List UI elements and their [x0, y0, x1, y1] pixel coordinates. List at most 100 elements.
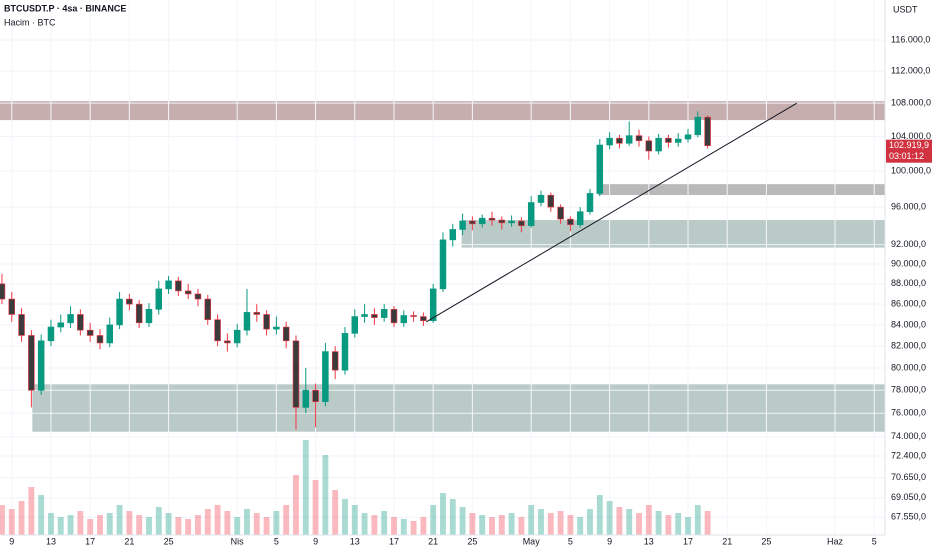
candle-body [165, 280, 172, 290]
volume-bar [498, 515, 505, 535]
x-tick-label: 5 [872, 536, 877, 546]
x-tick-label: 9 [9, 536, 14, 546]
volume-bar [87, 519, 94, 535]
candle-body [292, 340, 300, 408]
volume-bar [312, 480, 319, 535]
zone [0, 101, 885, 121]
volume-bar [322, 455, 329, 535]
volume-bar [116, 505, 123, 535]
volume-bar [371, 515, 378, 535]
volume-bar [410, 521, 417, 535]
candle-body [126, 298, 133, 305]
candles [0, 111, 711, 430]
volume-bar [567, 515, 574, 535]
y-tick-label: 116.000,0 [891, 35, 930, 45]
volume-bar [420, 517, 427, 535]
volume-bar [146, 517, 152, 535]
volume-bar [577, 517, 584, 535]
candle-body [684, 134, 692, 140]
candle-body [37, 340, 45, 391]
candle-body [655, 137, 662, 152]
last-price-label: 102.919,9 [889, 140, 929, 150]
volume-bar [77, 511, 84, 535]
volume-bar [547, 513, 554, 535]
volume-bar [28, 487, 35, 535]
candle-body [253, 312, 261, 315]
candle-body [527, 202, 535, 226]
candle-body [694, 116, 702, 136]
candle-body [596, 144, 604, 194]
y-tick-label: 100.000,0 [891, 165, 931, 175]
candle-body [243, 312, 251, 331]
x-tick-label: 13 [350, 536, 360, 546]
zone [32, 384, 886, 432]
volume-bar [528, 505, 535, 535]
volume-bar [136, 515, 143, 535]
volume-bar [645, 505, 652, 535]
y-tick-label: 82.000,0 [891, 341, 926, 351]
zone [461, 220, 885, 248]
candle-body [459, 220, 466, 230]
candle-body [635, 135, 643, 142]
volume-bar [8, 509, 15, 535]
volume-bar [518, 517, 525, 535]
volume-bar [665, 515, 672, 535]
volume-bar [489, 517, 495, 535]
candle-body [400, 315, 408, 324]
volume-bar [400, 519, 407, 535]
x-tick-label: 9 [313, 536, 318, 546]
candle-body [282, 326, 290, 342]
volume-bar [0, 505, 5, 535]
y-tick-label: 96.000,0 [891, 201, 926, 211]
candle-body [86, 329, 94, 336]
candle-body [77, 314, 84, 331]
y-tick-label: 112.000,0 [891, 65, 930, 75]
candle-body [586, 193, 594, 213]
x-tick-label: 13 [46, 536, 56, 546]
grid [0, 39, 885, 518]
x-tick-label: 17 [85, 536, 95, 546]
volume-bar [557, 511, 564, 535]
volume-bar [675, 513, 682, 535]
volume-bar [596, 495, 603, 535]
chart-title: BTCUSDT.P · 4sa · BINANCE [4, 3, 126, 13]
candle-body [508, 220, 515, 224]
volume-bar [361, 513, 368, 535]
volume-bar [293, 475, 299, 535]
candle-body [469, 220, 476, 225]
overlay [426, 102, 798, 323]
candle-body [8, 298, 16, 315]
candle-body [67, 314, 74, 324]
candle-body [410, 315, 417, 317]
candle-body [224, 340, 231, 344]
volume-bar [214, 505, 221, 535]
volume-bar [253, 513, 260, 535]
y-tick-label: 69.050,0 [891, 492, 926, 502]
volume-bar [273, 511, 280, 535]
volume-bar [126, 511, 133, 535]
volume-bar [636, 513, 642, 535]
volume-bar [165, 513, 172, 535]
candle-body [380, 308, 388, 318]
candle-body [518, 220, 525, 226]
volume-bar [302, 440, 309, 535]
x-tick-label: Haz [827, 536, 844, 546]
candle-body [204, 298, 212, 320]
volume-bar [234, 517, 241, 535]
candle-body [116, 298, 123, 326]
volume-bar [685, 517, 691, 535]
candle-body [322, 351, 329, 402]
candle-body [478, 217, 486, 225]
candle-body [606, 137, 613, 146]
candle-body [263, 314, 270, 330]
x-tick-label: 25 [164, 536, 174, 546]
trendline [426, 102, 798, 323]
volume-bar [263, 517, 270, 535]
candle-body [233, 329, 241, 344]
x-tick-label: 5 [568, 536, 573, 546]
volume-bar [587, 509, 593, 535]
y-tick-label: 88.000,0 [891, 278, 926, 288]
candle-body [273, 326, 280, 330]
